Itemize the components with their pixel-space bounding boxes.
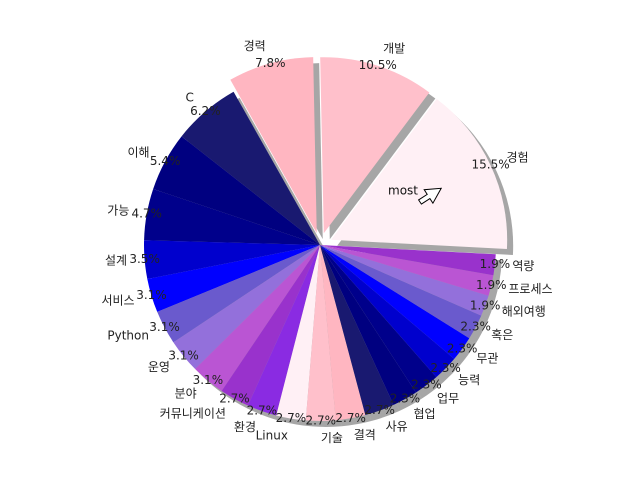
slice-percent: 2.3%	[390, 392, 421, 406]
slice-label: 커뮤니케이션	[160, 407, 226, 421]
slice-label: 경력	[244, 39, 266, 53]
slice-percent: 10.5%	[359, 58, 397, 72]
slice-percent: 2.7%	[335, 411, 366, 425]
slice-label: Linux	[256, 428, 288, 442]
slice-percent: 2.7%	[247, 404, 278, 418]
slice-label: C	[186, 91, 194, 105]
slice-label: 결격	[354, 428, 376, 442]
slice-label: 프로세스	[508, 282, 552, 296]
slice-percent: 3.1%	[168, 349, 199, 363]
slice-percent: 4.7%	[131, 207, 162, 221]
slice-percent: 2.3%	[430, 361, 461, 375]
slice-percent: 3.5%	[129, 252, 160, 266]
slice-percent: 7.8%	[255, 56, 286, 70]
slice-percent: 15.5%	[472, 158, 510, 172]
slice-percent: 3.1%	[136, 288, 167, 302]
slice-label: 이해	[128, 146, 150, 160]
slice-percent: 2.7%	[306, 413, 337, 427]
slice-percent: 3.1%	[149, 320, 180, 334]
slice-label: 역량	[512, 259, 534, 273]
slice-label: 서비스	[101, 293, 134, 307]
slice-label: 무관	[476, 352, 498, 366]
slice-percent: 2.7%	[219, 391, 250, 405]
slice-percent: 1.9%	[476, 278, 507, 292]
slice-label: 가능	[107, 204, 129, 218]
slice-label: 설계	[105, 254, 127, 268]
slice-percent: 5.4%	[150, 154, 181, 168]
slice-percent: 3.1%	[193, 373, 224, 387]
slice-label: 환경	[234, 420, 256, 434]
slice-label: 운영	[148, 360, 170, 374]
slice-label: 분야	[175, 387, 197, 401]
slice-percent: 6.2%	[190, 104, 221, 118]
slice-label: Python	[107, 328, 149, 342]
slice-percent: 1.9%	[470, 298, 501, 312]
slice-label: 사유	[386, 420, 408, 434]
slice-label: 능력	[458, 373, 480, 387]
annotation-text: most	[388, 184, 418, 198]
slice-label: 해외여행	[502, 303, 546, 318]
slice-label: 기술	[321, 431, 343, 445]
slice-percent: 2.7%	[276, 411, 307, 425]
slice-label: 혹은	[491, 328, 513, 342]
slice-percent: 2.3%	[411, 378, 442, 392]
slice-percent: 2.3%	[460, 320, 491, 334]
slice-label: 개발	[383, 41, 405, 55]
slice-label: 협업	[413, 407, 435, 421]
slice-label: 경험	[507, 150, 529, 164]
slice-label: 업무	[437, 392, 459, 406]
slice-percent: 1.9%	[480, 257, 511, 271]
slice-percent: 2.3%	[447, 341, 478, 355]
